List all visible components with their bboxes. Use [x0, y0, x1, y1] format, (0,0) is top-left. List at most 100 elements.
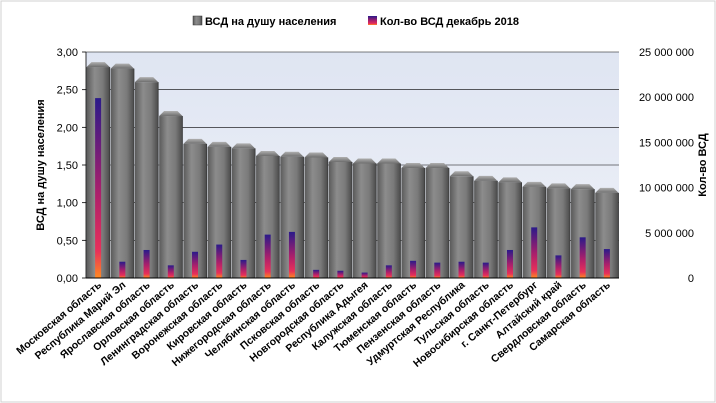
bar-count: [361, 272, 368, 278]
bar-per-capita-cap: [231, 143, 256, 149]
y-right-tick-label: 10 000 000: [639, 183, 694, 195]
bar-count: [434, 262, 441, 278]
bar-count: [216, 244, 223, 278]
count-bars: [95, 98, 610, 278]
bar-per-capita-cap: [571, 184, 595, 190]
bar-per-capita-body: [449, 176, 474, 278]
bar-per-capita: [159, 111, 183, 279]
bar-per-capita: [449, 171, 474, 278]
bar-per-capita-cap: [498, 177, 522, 183]
bar-per-capita-body: [425, 168, 449, 278]
bar-count: [579, 237, 586, 278]
bar-per-capita: [401, 163, 426, 278]
bar-per-capita: [231, 143, 256, 278]
legend-swatch-count: [368, 16, 377, 25]
bar-per-capita-cap: [377, 158, 401, 164]
bar-per-capita-cap: [280, 151, 304, 157]
bar-per-capita-cap: [449, 171, 474, 177]
bar-per-capita: [207, 141, 232, 278]
bar-per-capita-body: [595, 192, 619, 278]
bar-per-capita-body: [256, 155, 280, 278]
per-capita-bars: [86, 62, 619, 279]
bar-per-capita-body: [352, 163, 377, 278]
bar-per-capita: [134, 77, 159, 278]
bar-per-capita: [498, 177, 523, 278]
y-left-tick-label: 0,50: [57, 235, 78, 247]
bar-per-capita-body: [280, 156, 304, 278]
y-left-tick-label: 2,00: [57, 122, 78, 134]
bar-per-capita: [546, 183, 571, 278]
bar-count: [458, 261, 465, 278]
bar-count: [167, 265, 174, 278]
bar-per-capita-cap: [474, 175, 498, 181]
bar-per-capita-cap: [110, 63, 134, 69]
bar-per-capita-cap: [352, 158, 377, 164]
bar-per-capita-body: [231, 148, 256, 278]
y-right-tick-label: 5 000 000: [645, 228, 694, 240]
bar-per-capita-body: [159, 116, 183, 279]
bar-per-capita-cap: [86, 62, 110, 68]
y-left-tick-label: 3,00: [57, 47, 78, 59]
bar-per-capita-body: [328, 161, 353, 278]
bar-per-capita: [304, 152, 329, 278]
bar-per-capita-body: [304, 157, 328, 278]
bar-per-capita: [280, 151, 304, 278]
bar-per-capita: [474, 175, 498, 278]
bar-per-capita-body: [377, 163, 401, 278]
y-left-tick-label: 2,50: [57, 85, 78, 97]
legend-label-count: Кол-во ВСД декабрь 2018: [380, 16, 519, 28]
y-right-tick-label: 15 000 000: [639, 137, 694, 149]
bar-per-capita-cap: [134, 77, 159, 83]
y-axis-left-ticks: 0,00 0,50 1,00 1,50 2,00 2,50 3,00: [57, 47, 86, 285]
bar-count: [313, 269, 320, 278]
bar-per-capita-body: [183, 143, 207, 278]
bar-count: [119, 261, 126, 278]
y-axis-left-title: ВСД на душу населения: [35, 99, 47, 230]
bar-per-capita-body: [207, 146, 231, 278]
bar-per-capita: [110, 63, 135, 278]
legend: ВСД на душу населения Кол-во ВСД декабрь…: [192, 15, 519, 28]
bar-count: [603, 249, 610, 278]
bar-count: [240, 259, 247, 278]
bar-per-capita: [352, 158, 377, 278]
y-left-tick-label: 1,00: [57, 198, 78, 210]
bar-per-capita-cap: [328, 156, 353, 162]
bar-per-capita-cap: [207, 141, 231, 147]
bar-per-capita: [328, 156, 353, 278]
legend-label-per-capita: ВСД на душу населения: [205, 16, 336, 28]
bar-per-capita-cap: [595, 187, 619, 193]
y-left-tick-label: 0,00: [57, 273, 78, 285]
y-axis-right-ticks: 0 5 000 000 10 000 000 15 000 000 20 000 000…: [639, 47, 694, 285]
bar-per-capita-cap: [183, 138, 207, 144]
bar-per-capita: [377, 158, 401, 278]
bar-per-capita-body: [474, 180, 498, 278]
bar-count: [95, 98, 102, 278]
y-right-tick-label: 25 000 000: [639, 47, 694, 59]
y-right-tick-label: 20 000 000: [639, 92, 694, 104]
bar-per-capita-cap: [522, 181, 546, 187]
bar-per-capita-cap: [256, 150, 280, 156]
y-left-tick-label: 1,50: [57, 160, 78, 172]
bar-per-capita-body: [401, 168, 425, 278]
bar-count: [410, 260, 417, 278]
bar-count: [531, 227, 538, 278]
bar-per-capita-cap: [546, 183, 571, 189]
bar-per-capita-body: [110, 68, 134, 278]
legend-swatch-per-capita: [192, 15, 203, 26]
bar-per-capita-cap: [401, 163, 425, 169]
bar-per-capita-body: [498, 182, 522, 278]
bar-per-capita-cap: [159, 111, 183, 117]
bar-count: [143, 249, 150, 278]
bar-count: [506, 249, 513, 278]
bar-count: [288, 231, 295, 278]
bar-per-capita-body: [571, 189, 595, 278]
bar-count: [482, 262, 489, 278]
bar-count: [555, 255, 562, 278]
bar-per-capita-body: [134, 82, 159, 278]
bar-count: [337, 270, 344, 278]
bar-per-capita: [425, 163, 450, 278]
bar-per-capita: [571, 184, 595, 278]
y-right-tick-label: 0: [688, 273, 694, 285]
bar-per-capita-cap: [425, 163, 449, 169]
